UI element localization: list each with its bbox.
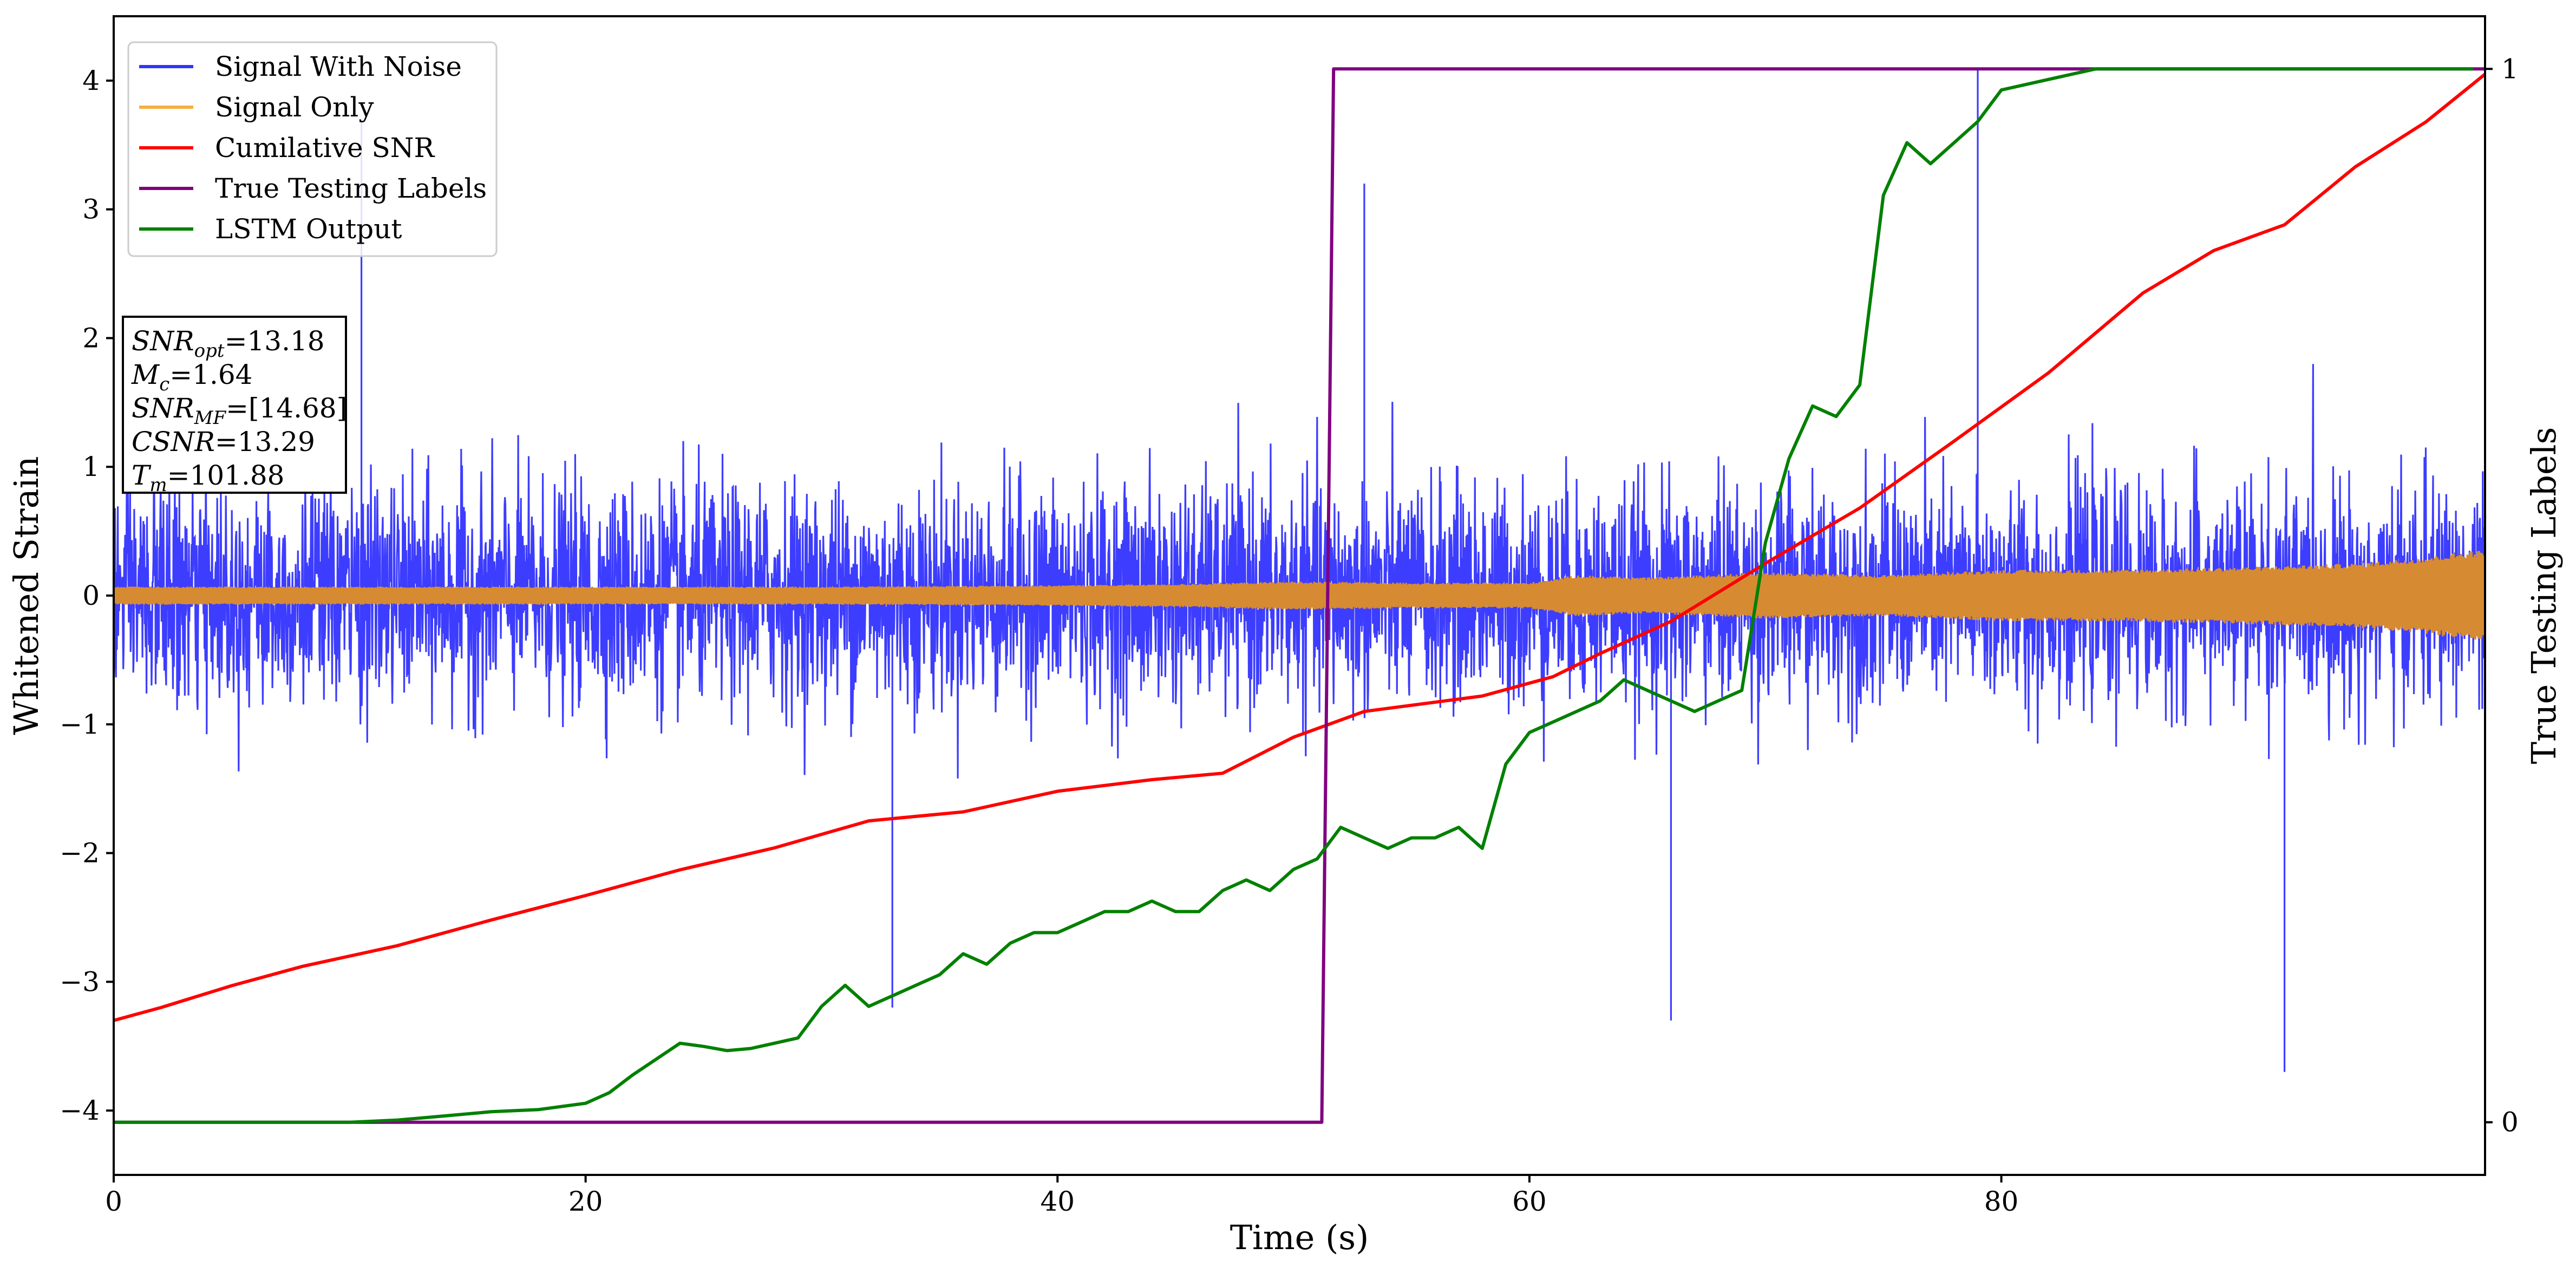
y-tick-label: 2 (82, 322, 100, 354)
info-box-frame (122, 316, 347, 494)
y-tick-label: 3 (82, 194, 100, 225)
info-box-line: CSNR=13.29 (132, 426, 315, 458)
series-lstm-output (114, 67, 2474, 1124)
legend-label: Signal With Noise (215, 51, 462, 82)
y-tick-label: 4 (82, 65, 100, 96)
y-axis-label: Whitened Strain (6, 456, 46, 735)
legend-label: Cumilative SNR (215, 132, 435, 164)
y-tick-label: −4 (60, 1095, 100, 1126)
y2-axis-label: True Testing Labels (2524, 427, 2564, 765)
y-tick-label: −3 (60, 966, 100, 997)
series-signal-with-noise (114, 68, 2485, 1072)
legend-label: Signal Only (215, 92, 374, 123)
series-cumilative-snr (114, 73, 2485, 1022)
y-tick-label: 0 (82, 580, 100, 611)
x-tick-label: 40 (1040, 1186, 1075, 1217)
y-tick-label: −2 (60, 838, 100, 869)
series-true-testing-labels (114, 67, 2485, 1124)
plot-area (114, 67, 2485, 1124)
info-box-line: Tm=101.88 (132, 460, 284, 496)
info-box-line: SNRopt=13.18 (132, 325, 325, 362)
info-box-line: SNRMF=[14.68] (132, 393, 347, 429)
x-axis-label: Time (s) (1230, 1218, 1369, 1257)
y2-tick-label: 0 (2501, 1107, 2519, 1138)
y-tick-label: 1 (82, 451, 100, 482)
x-tick-label: 80 (1984, 1186, 2019, 1217)
legend-label: LSTM Output (215, 213, 402, 245)
y-tick-label: −1 (60, 709, 100, 740)
legend-label: True Testing Labels (215, 173, 487, 204)
legend-box (127, 41, 498, 257)
series-signal-only (114, 551, 2485, 640)
x-tick-label: 60 (1512, 1186, 1547, 1217)
y2-tick-label: 1 (2501, 53, 2519, 84)
x-tick-label: 0 (105, 1186, 122, 1217)
x-tick-label: 20 (568, 1186, 603, 1217)
info-box-line: Mc=1.64 (131, 359, 252, 395)
info-box: SNRopt=13.18Mc=1.64SNRMF=[14.68]CSNR=13.… (122, 316, 347, 496)
legend: Signal With Noise Signal Only Cumilative S… (127, 41, 498, 257)
